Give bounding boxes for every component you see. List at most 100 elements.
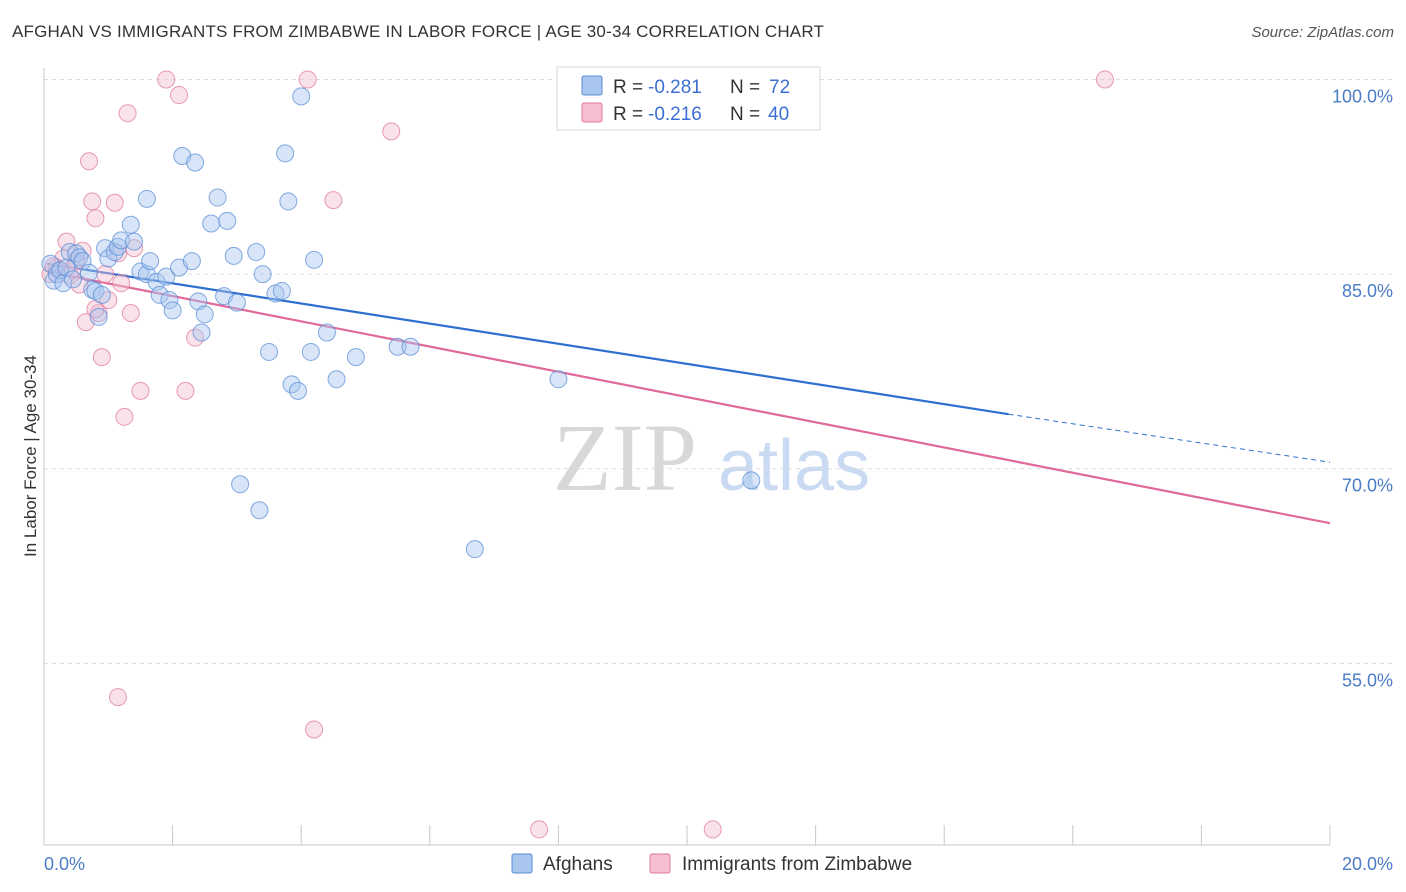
afghan-point bbox=[272, 281, 291, 300]
bottom-legend-label-zimbabwe: Immigrants from Zimbabwe bbox=[682, 854, 912, 875]
zimbabwe-point bbox=[382, 122, 401, 141]
zimbabwe-point bbox=[115, 407, 134, 426]
legend-blue-n-label: N = bbox=[730, 77, 760, 98]
legend-pink-r-label: R = bbox=[613, 104, 643, 125]
zimbabwe-point bbox=[118, 104, 137, 123]
afghan-point bbox=[301, 342, 320, 361]
afghan-point bbox=[250, 501, 269, 520]
afghan-point bbox=[63, 270, 82, 289]
data-points bbox=[41, 70, 1114, 839]
zimbabwe-point bbox=[1095, 70, 1114, 89]
zimbabwe-point bbox=[108, 688, 127, 707]
y-tick-label: 85.0% bbox=[1342, 281, 1393, 301]
afghan-point bbox=[218, 211, 237, 230]
zimbabwe-point bbox=[86, 209, 105, 228]
afghan-point bbox=[92, 285, 111, 304]
afghan-point bbox=[388, 337, 407, 356]
watermark: ZIP atlas bbox=[553, 404, 870, 511]
zimbabwe-point bbox=[324, 191, 343, 210]
zimbabwe-point bbox=[176, 381, 195, 400]
afghan-point bbox=[224, 246, 243, 265]
zimbabwe-point bbox=[703, 820, 722, 839]
x-tick-label-min: 0.0% bbox=[44, 854, 85, 874]
afghan-point bbox=[317, 323, 336, 342]
watermark-atlas: atlas bbox=[718, 426, 870, 506]
grid-lines bbox=[44, 78, 1393, 664]
afghan-point bbox=[121, 215, 140, 234]
afghan-point bbox=[105, 243, 124, 262]
afghan-trend-line bbox=[47, 262, 1009, 416]
afghan-point bbox=[742, 471, 761, 490]
legend-swatch-blue bbox=[581, 75, 603, 96]
axes bbox=[43, 68, 1331, 846]
afghan-point bbox=[137, 189, 156, 208]
legend-box: R = -0.281 N = 72 R = -0.216 N = 40 bbox=[556, 66, 821, 131]
afghan-point bbox=[327, 370, 346, 389]
afghan-point bbox=[276, 144, 295, 163]
afghan-point bbox=[163, 301, 182, 320]
zimbabwe-point bbox=[157, 70, 176, 89]
afghan-point bbox=[195, 305, 214, 324]
legend-pink-n-value: 40 bbox=[768, 104, 789, 125]
afghan-point bbox=[141, 252, 160, 271]
afghan-point bbox=[292, 87, 311, 106]
afghan-point bbox=[260, 342, 279, 361]
zimbabwe-point bbox=[112, 274, 131, 293]
afghan-point bbox=[231, 475, 250, 494]
afghan-point bbox=[305, 250, 324, 269]
afghan-point bbox=[208, 188, 227, 207]
afghan-point bbox=[253, 265, 272, 284]
afghan-point bbox=[99, 249, 118, 268]
bottom-legend-swatch-zimbabwe bbox=[649, 853, 671, 874]
zimbabwe-trend-line bbox=[47, 270, 1331, 525]
bottom-legend: Afghans Immigrants from Zimbabwe bbox=[511, 853, 912, 875]
zimbabwe-point bbox=[83, 192, 102, 211]
trend-lines bbox=[47, 262, 1331, 525]
afghan-point bbox=[282, 375, 301, 394]
afghan-point bbox=[160, 291, 179, 310]
afghan-point bbox=[346, 348, 365, 367]
bottom-legend-label-afghans: Afghans bbox=[543, 854, 613, 875]
afghan-point bbox=[157, 267, 176, 286]
afghan-trend-extension bbox=[1008, 413, 1331, 463]
afghan-point bbox=[73, 252, 92, 271]
legend-blue-r-label: R = bbox=[613, 77, 643, 98]
y-tick-label: 100.0% bbox=[1332, 86, 1393, 106]
zimbabwe-point bbox=[530, 820, 549, 839]
afghan-point bbox=[60, 243, 79, 262]
afghan-point bbox=[89, 307, 108, 326]
afghan-point bbox=[227, 293, 246, 312]
y-tick-label: 55.0% bbox=[1342, 670, 1393, 690]
afghan-point bbox=[247, 243, 266, 262]
afghan-point bbox=[465, 540, 484, 559]
zimbabwe-point bbox=[298, 70, 317, 89]
chart-title: AFGHAN VS IMMIGRANTS FROM ZIMBABWE IN LA… bbox=[12, 22, 825, 41]
legend-blue-r-value: -0.281 bbox=[648, 77, 702, 98]
afghan-point bbox=[112, 231, 131, 250]
zimbabwe-point bbox=[80, 152, 99, 171]
afghan-point bbox=[288, 381, 307, 400]
afghan-point bbox=[80, 263, 99, 282]
legend-pink-r-value: -0.216 bbox=[648, 104, 702, 125]
afghan-point bbox=[125, 232, 144, 251]
afghan-point bbox=[192, 323, 211, 342]
zimbabwe-point bbox=[305, 720, 324, 739]
afghan-point bbox=[182, 252, 201, 271]
x-tick-label-max: 20.0% bbox=[1342, 854, 1393, 874]
afghan-point bbox=[279, 192, 298, 211]
afghan-point bbox=[57, 258, 76, 277]
zimbabwe-point bbox=[131, 381, 150, 400]
zimbabwe-point bbox=[96, 265, 115, 284]
afghan-point bbox=[401, 337, 420, 356]
zimbabwe-point bbox=[92, 348, 111, 367]
afghan-point bbox=[150, 285, 169, 304]
zimbabwe-point bbox=[105, 193, 124, 212]
afghan-point bbox=[96, 239, 115, 258]
zimbabwe-point bbox=[121, 304, 140, 323]
y-axis-title: In Labor Force | Age 30-34 bbox=[21, 355, 40, 557]
afghan-point bbox=[54, 274, 73, 293]
zimbabwe-point bbox=[170, 86, 189, 105]
zimbabwe-point bbox=[57, 232, 76, 251]
afghan-point bbox=[202, 214, 221, 233]
